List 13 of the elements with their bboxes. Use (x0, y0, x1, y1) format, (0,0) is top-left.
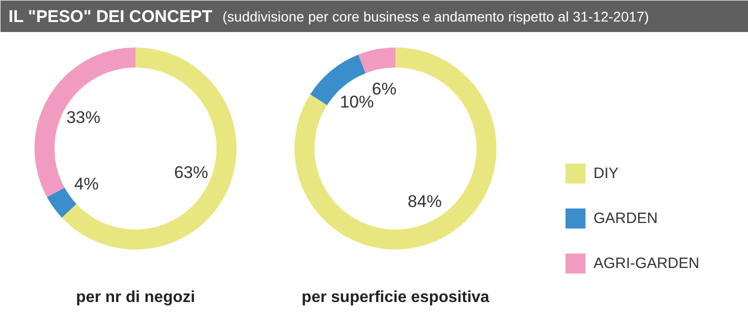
legend-label: DIY (594, 165, 619, 182)
data-label: 6% (372, 79, 396, 98)
legend-label: GARDEN (594, 210, 658, 227)
data-label: 10% (340, 92, 374, 112)
data-label: 33% (66, 108, 100, 128)
text: per superficie espositiva (302, 289, 490, 306)
text: (suddivisione per core business e andamento rispetto al 31-12-2017) (222, 8, 649, 24)
text: per nr di negozi (76, 289, 196, 306)
data-label: 4% (74, 174, 99, 194)
text: IL "PESO" DEI CONCEPT (8, 7, 213, 26)
data-label: 63% (174, 163, 208, 182)
legend-label: AGRI-GARDEN (594, 255, 700, 272)
data-label: 84% (408, 192, 442, 212)
